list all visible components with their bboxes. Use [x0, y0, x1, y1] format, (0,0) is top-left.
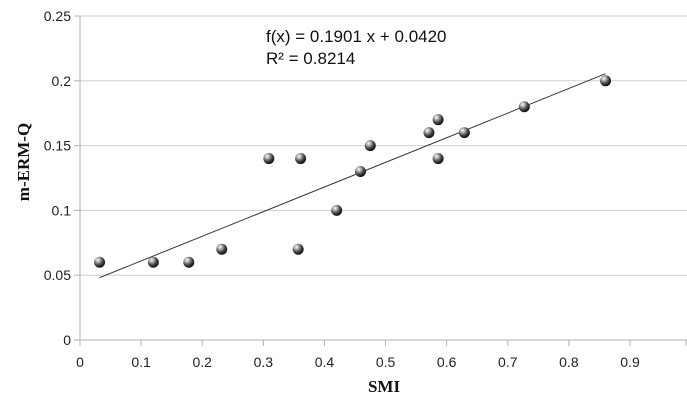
trendline-equation: f(x) = 0.1901 x + 0.0420	[266, 27, 447, 46]
y-tick-label: 0.1	[52, 202, 72, 218]
x-tick-label: 0	[76, 354, 84, 370]
axes: 0 0.05 0.1 0.15 0.2 0.25 0 0.1 0.2 0.3 0.4 0.5 0.6 0.…	[44, 8, 687, 370]
x-tick-label: 0.2	[192, 354, 212, 370]
trendline-r-squared: R² = 0.8214	[266, 49, 355, 68]
y-tick-label: 0.25	[44, 8, 71, 24]
x-tick-label: 0.4	[315, 354, 335, 370]
data-point	[292, 243, 304, 255]
data-point	[295, 153, 307, 165]
gridlines	[80, 15, 687, 341]
data-point	[147, 256, 159, 268]
x-axis-title: SMI	[368, 377, 401, 396]
data-point	[458, 127, 470, 139]
x-tick-label: 0.3	[254, 354, 274, 370]
data-point	[216, 243, 228, 255]
y-tick-label: 0.15	[44, 138, 71, 154]
data-point	[432, 153, 444, 165]
data-point	[600, 75, 612, 87]
data-point	[423, 127, 435, 139]
x-tick-label: 0.9	[620, 354, 640, 370]
x-tick-label: 0.1	[131, 354, 151, 370]
x-tick-label: 0.6	[437, 354, 457, 370]
trendline	[99, 73, 606, 279]
data-point	[432, 114, 444, 126]
data-point	[183, 256, 195, 268]
x-tick-label: 0.5	[376, 354, 396, 370]
data-point	[263, 153, 275, 165]
y-tick-label: 0	[63, 332, 71, 348]
data-point	[331, 204, 343, 216]
data-point	[94, 256, 106, 268]
y-axis-title: m-ERM-Q	[14, 123, 33, 201]
trendline-group	[99, 73, 606, 279]
data-point	[364, 140, 376, 152]
y-tick-label: 0.05	[44, 267, 71, 283]
x-tick-label: 0.7	[498, 354, 518, 370]
data-points	[94, 75, 612, 268]
data-point	[518, 101, 530, 113]
y-tick-label: 0.2	[52, 73, 72, 89]
x-tick-label: 0.8	[559, 354, 579, 370]
data-point	[355, 166, 366, 178]
